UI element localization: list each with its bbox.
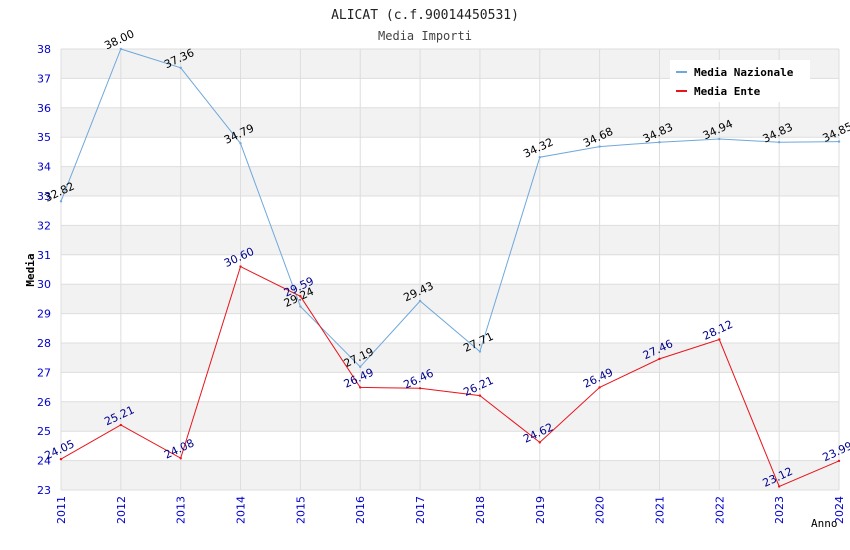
data-point <box>598 145 601 148</box>
chart-subtitle: Media Importi <box>378 29 472 43</box>
y-tick-label: 35 <box>37 131 51 144</box>
data-point <box>718 338 721 341</box>
data-point <box>59 457 63 461</box>
data-point <box>658 140 661 144</box>
x-tick-label: 2012 <box>115 496 128 524</box>
x-tick-label: 2018 <box>474 496 487 524</box>
y-tick-label: 36 <box>37 102 51 115</box>
background-band <box>61 225 839 255</box>
data-label: 28.12 <box>701 318 735 343</box>
data-label: 34.32 <box>521 135 555 160</box>
data-point <box>658 357 661 361</box>
y-tick-label: 37 <box>37 72 51 85</box>
data-point <box>179 457 182 460</box>
series-line-media-ente <box>60 265 840 488</box>
x-tick-label: 2013 <box>175 496 188 524</box>
y-tick-label: 32 <box>37 219 51 232</box>
data-point <box>538 441 541 444</box>
x-tick-label: 2019 <box>534 496 547 524</box>
y-tick-label: 31 <box>37 249 51 262</box>
x-tick-label: 2016 <box>354 496 367 524</box>
background-band <box>61 166 839 196</box>
data-point <box>777 140 781 144</box>
legend-box <box>670 60 810 102</box>
gridlines <box>60 48 840 491</box>
x-tick-label: 2014 <box>235 496 248 524</box>
data-point <box>239 142 242 145</box>
x-tick-label: 2023 <box>773 496 786 524</box>
data-point <box>538 155 541 159</box>
data-point <box>718 137 721 141</box>
chart-title: ALICAT (c.f.90014450531) <box>331 8 519 23</box>
data-point <box>179 66 182 70</box>
x-tick-label: 2022 <box>713 496 726 524</box>
x-tick-label: 2021 <box>653 496 666 524</box>
x-tick-label: 2020 <box>594 496 607 524</box>
y-tick-label: 24 <box>37 455 51 468</box>
x-tick-label: 2011 <box>55 496 68 524</box>
y-axis-label: Media <box>24 253 37 286</box>
y-tick-label: 28 <box>37 337 51 350</box>
x-axis-label: Anno <box>811 517 838 530</box>
y-tick-label: 26 <box>37 396 51 409</box>
y-tick-label: 23 <box>37 484 51 497</box>
data-point <box>299 305 302 308</box>
data-point <box>119 47 123 51</box>
x-tick-label: 2015 <box>294 496 307 524</box>
data-point <box>598 386 601 389</box>
data-point <box>418 299 422 303</box>
background-band <box>61 343 839 373</box>
data-point <box>299 295 302 298</box>
x-tick-label: 2017 <box>414 496 427 524</box>
background-band <box>61 401 839 432</box>
data-point <box>119 423 123 427</box>
data-point <box>239 265 242 268</box>
y-tick-label: 30 <box>37 278 51 291</box>
data-point <box>59 200 63 203</box>
y-tick-label: 34 <box>37 161 51 174</box>
data-label: 32.82 <box>42 180 76 205</box>
data-point <box>418 387 422 390</box>
data-point <box>359 365 362 369</box>
y-tick-label: 33 <box>37 190 51 203</box>
data-point <box>837 459 841 463</box>
legend: Media Nazionale Media Ente <box>670 60 810 102</box>
y-tick-label: 29 <box>37 308 51 321</box>
background-band <box>61 284 839 314</box>
y-tick-label: 38 <box>37 43 51 56</box>
y-tick-label: 27 <box>37 366 51 379</box>
y-axis: 23 24 25 26 27 28 29 30 31 32 33 34 35 36 37 38 <box>37 43 51 497</box>
data-point <box>359 386 362 389</box>
y-tick-label: 25 <box>37 425 51 438</box>
background-band <box>61 460 839 490</box>
x-tick-label: 2024 <box>833 496 846 524</box>
x-axis: 2011 2012 2013 2014 2015 2016 2017 2018 2019 2020… <box>55 496 846 524</box>
background-band <box>61 107 839 138</box>
data-point <box>837 140 841 143</box>
series-line-media-nazionale <box>60 48 840 368</box>
data-point <box>777 485 781 488</box>
data-label: 24.05 <box>42 437 76 462</box>
data-point <box>478 394 482 397</box>
legend-label: Media Nazionale <box>694 66 794 79</box>
background-bands <box>61 49 839 490</box>
legend-label: Media Ente <box>694 85 761 98</box>
data-point <box>478 350 482 353</box>
